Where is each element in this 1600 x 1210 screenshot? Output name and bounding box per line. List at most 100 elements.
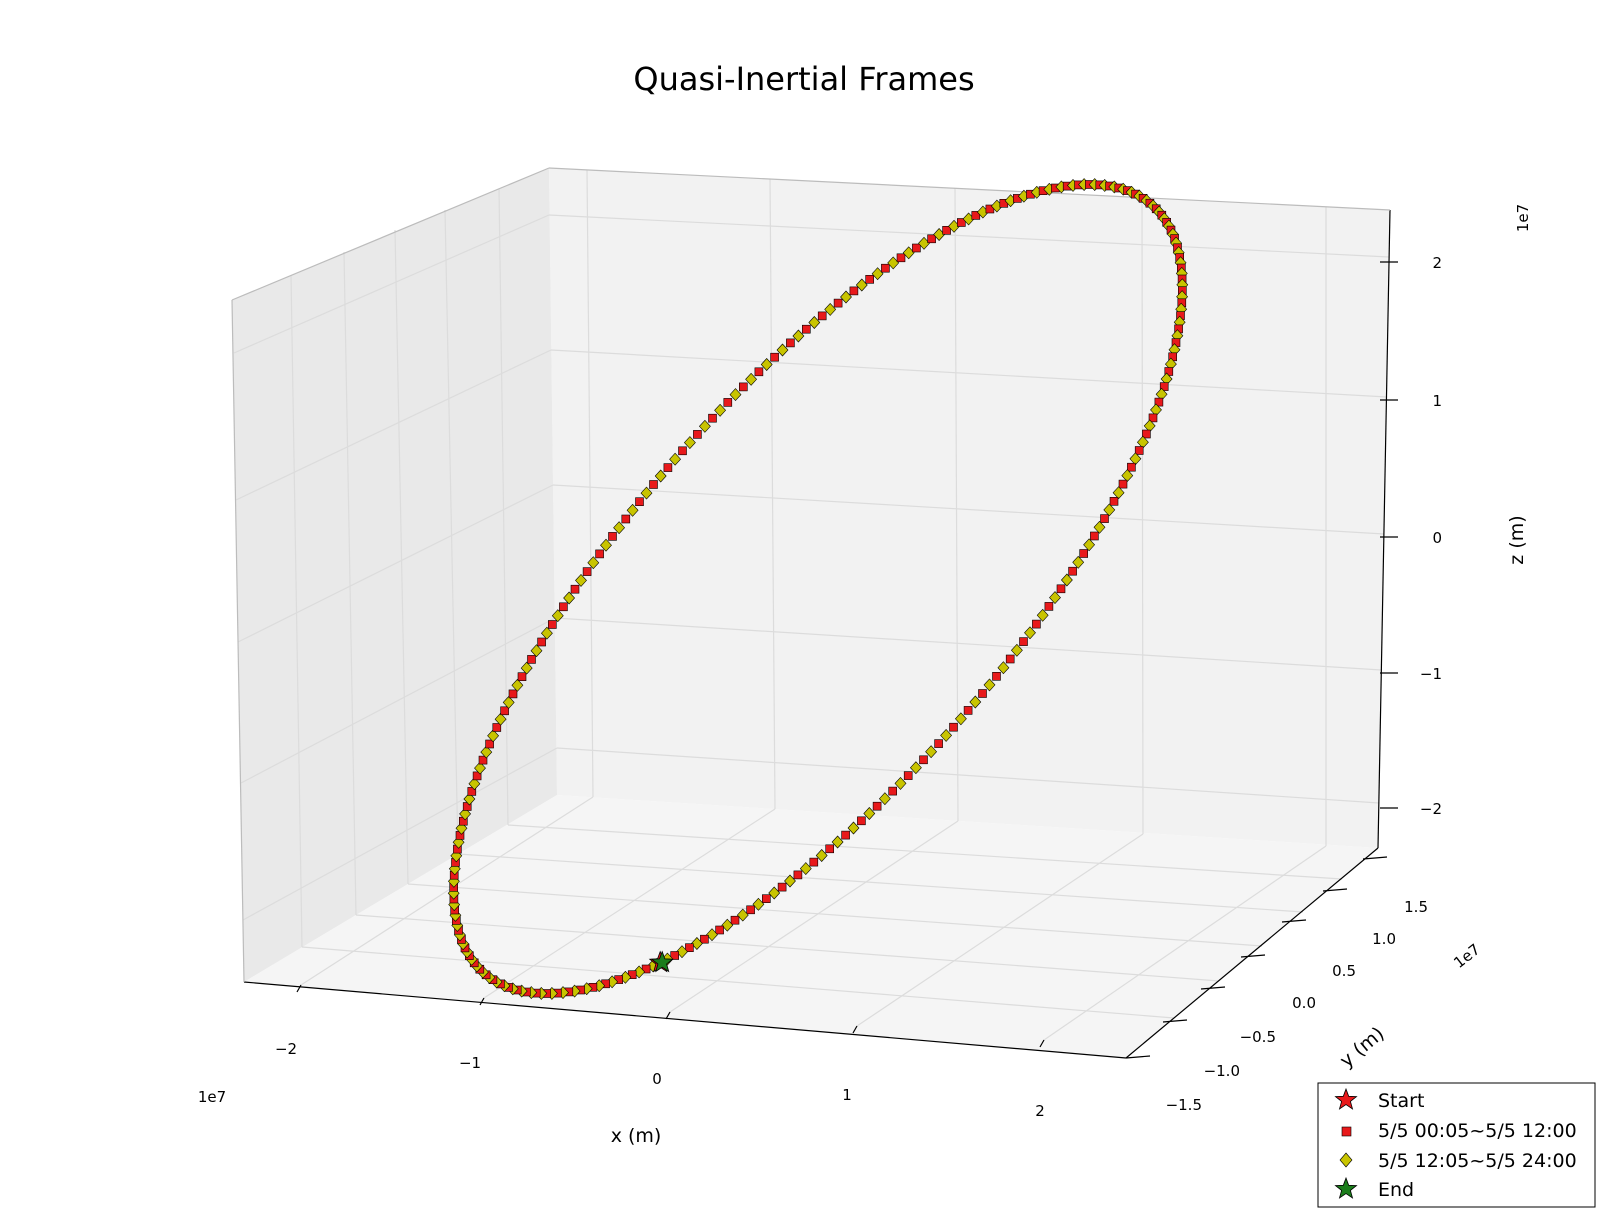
orbit-point-diamond [551,609,564,623]
orbit-point-square [608,532,617,541]
orbit-point-square [881,263,890,273]
orbit-point-square [663,463,673,472]
orbit-point-square [956,218,966,227]
orbit-point-square [1127,462,1136,472]
legend-label: 5/5 00:05~5/5 12:00 [1378,1120,1577,1142]
orbit-point-diamond [997,661,1010,675]
orbit-point-square [963,706,973,715]
orbit-point-square [992,671,1001,681]
orbit-point-square [942,226,951,235]
orbit-point-square [857,816,866,826]
orbit-point-square [1148,413,1158,423]
y-tick-label: 0.5 [1332,962,1356,980]
orbit-point-square [1068,566,1077,576]
x-tick-label: −2 [275,1040,297,1058]
orbit-point-diamond [894,776,907,790]
orbit-point-diamond [480,745,493,759]
orbit-point-square [700,934,709,944]
orbit-point-square [770,352,779,362]
orbit-point-diamond [768,886,781,900]
chart-title: Quasi-Inertial Frames [633,60,974,98]
orbit-point-square [1142,429,1151,439]
orbit-point-square [708,413,717,423]
orbit-point-diamond [714,403,727,417]
orbit-point-square [777,882,787,892]
legend-entry-first-half: 5/5 00:05~5/5 12:00 [1341,1120,1577,1142]
orbit-point-diamond [1112,486,1125,500]
orbit-point-square [754,367,764,377]
orbit-point-diamond [909,761,922,775]
orbit-point-diamond [613,521,626,535]
orbit-point-square [865,274,875,284]
y-tick-label: 1.5 [1404,898,1428,916]
orbit-point-square [738,382,748,392]
orbit-point-diamond [1049,591,1061,605]
orbit-point-diamond [676,945,688,959]
orbit-point-square [825,844,835,854]
orbit-point-square [1005,654,1015,664]
orbit-point-diamond [487,729,500,743]
orbit-point-diamond [1036,608,1049,622]
orbit-point-diamond [511,678,524,692]
orbit-point-diamond [969,695,982,709]
y-tick-label: −1.0 [1204,1062,1240,1080]
orbit-point-square [1100,514,1109,523]
y-axis-line [1125,847,1379,1059]
orbit-point-square [817,311,827,321]
orbit-point-square [478,755,488,765]
orbit-point-square [903,771,913,780]
orbit-point-square [793,870,803,880]
orbit-point-square [500,706,509,716]
orbit-point-square [670,951,680,960]
orbit-point-diamond [925,745,938,759]
orbit-point-diamond [1060,573,1073,587]
orbit-point-diamond [587,556,600,570]
orbit-point-square [635,497,644,507]
orbit-point-square [801,324,811,334]
orbit-point-diamond [760,358,773,371]
x-offset-label: 1e7 [198,1088,226,1106]
orbit-point-diamond [954,712,967,726]
x-axis-line [243,981,1127,1059]
orbit-point-square [1019,637,1028,646]
orbit-point-square [1032,619,1041,629]
orbit-point-square [1056,584,1066,594]
z-tick-label: −1 [1420,665,1442,683]
orbit-point-diamond [983,678,996,692]
orbit-point-diamond [575,573,587,587]
orbit-point-square [849,286,859,296]
star-icon [1334,1176,1358,1199]
orbit-point-square [678,446,687,456]
z-tick-label: 1 [1432,392,1442,410]
orbit-point-square [1159,382,1169,391]
x-tick-label: 2 [1035,1102,1045,1120]
orbit-point-diamond [729,388,742,402]
y-tick-label: 0.0 [1292,994,1316,1012]
orbit-point-diamond [698,419,711,433]
orbit-point-diamond [792,329,805,343]
legend-entry-end: End [1334,1176,1414,1201]
orbit-point-square [786,338,795,348]
orbit-point-square [1154,397,1164,407]
orbit-point-square [1044,602,1054,611]
orbit-point-diamond [721,918,734,932]
orbit-point-square [1090,531,1099,541]
orbit-point-square [537,637,546,647]
end-marker [650,950,674,973]
orbit-point-square [872,801,882,811]
orbit-point-square [570,584,580,594]
orbit-point-square [833,298,843,308]
orbit-point-square [1079,549,1088,558]
y-offset-label: 1e7 [1450,940,1483,972]
orbit-point-square [746,905,755,915]
orbit-point-diamond [474,761,486,775]
orbit-point-diamond [502,695,515,709]
y-tick-label: 1.0 [1372,930,1396,948]
y-tick-labels: −1.5 −1.0 −0.5 0.0 0.5 1.0 1.5 [1166,898,1428,1114]
z-tick-label: 2 [1432,254,1442,272]
diamond-icon [1339,1152,1353,1168]
orbit-point-square [912,243,921,253]
x-tick-label: 1 [842,1086,852,1104]
orbit-point-square [896,253,906,263]
